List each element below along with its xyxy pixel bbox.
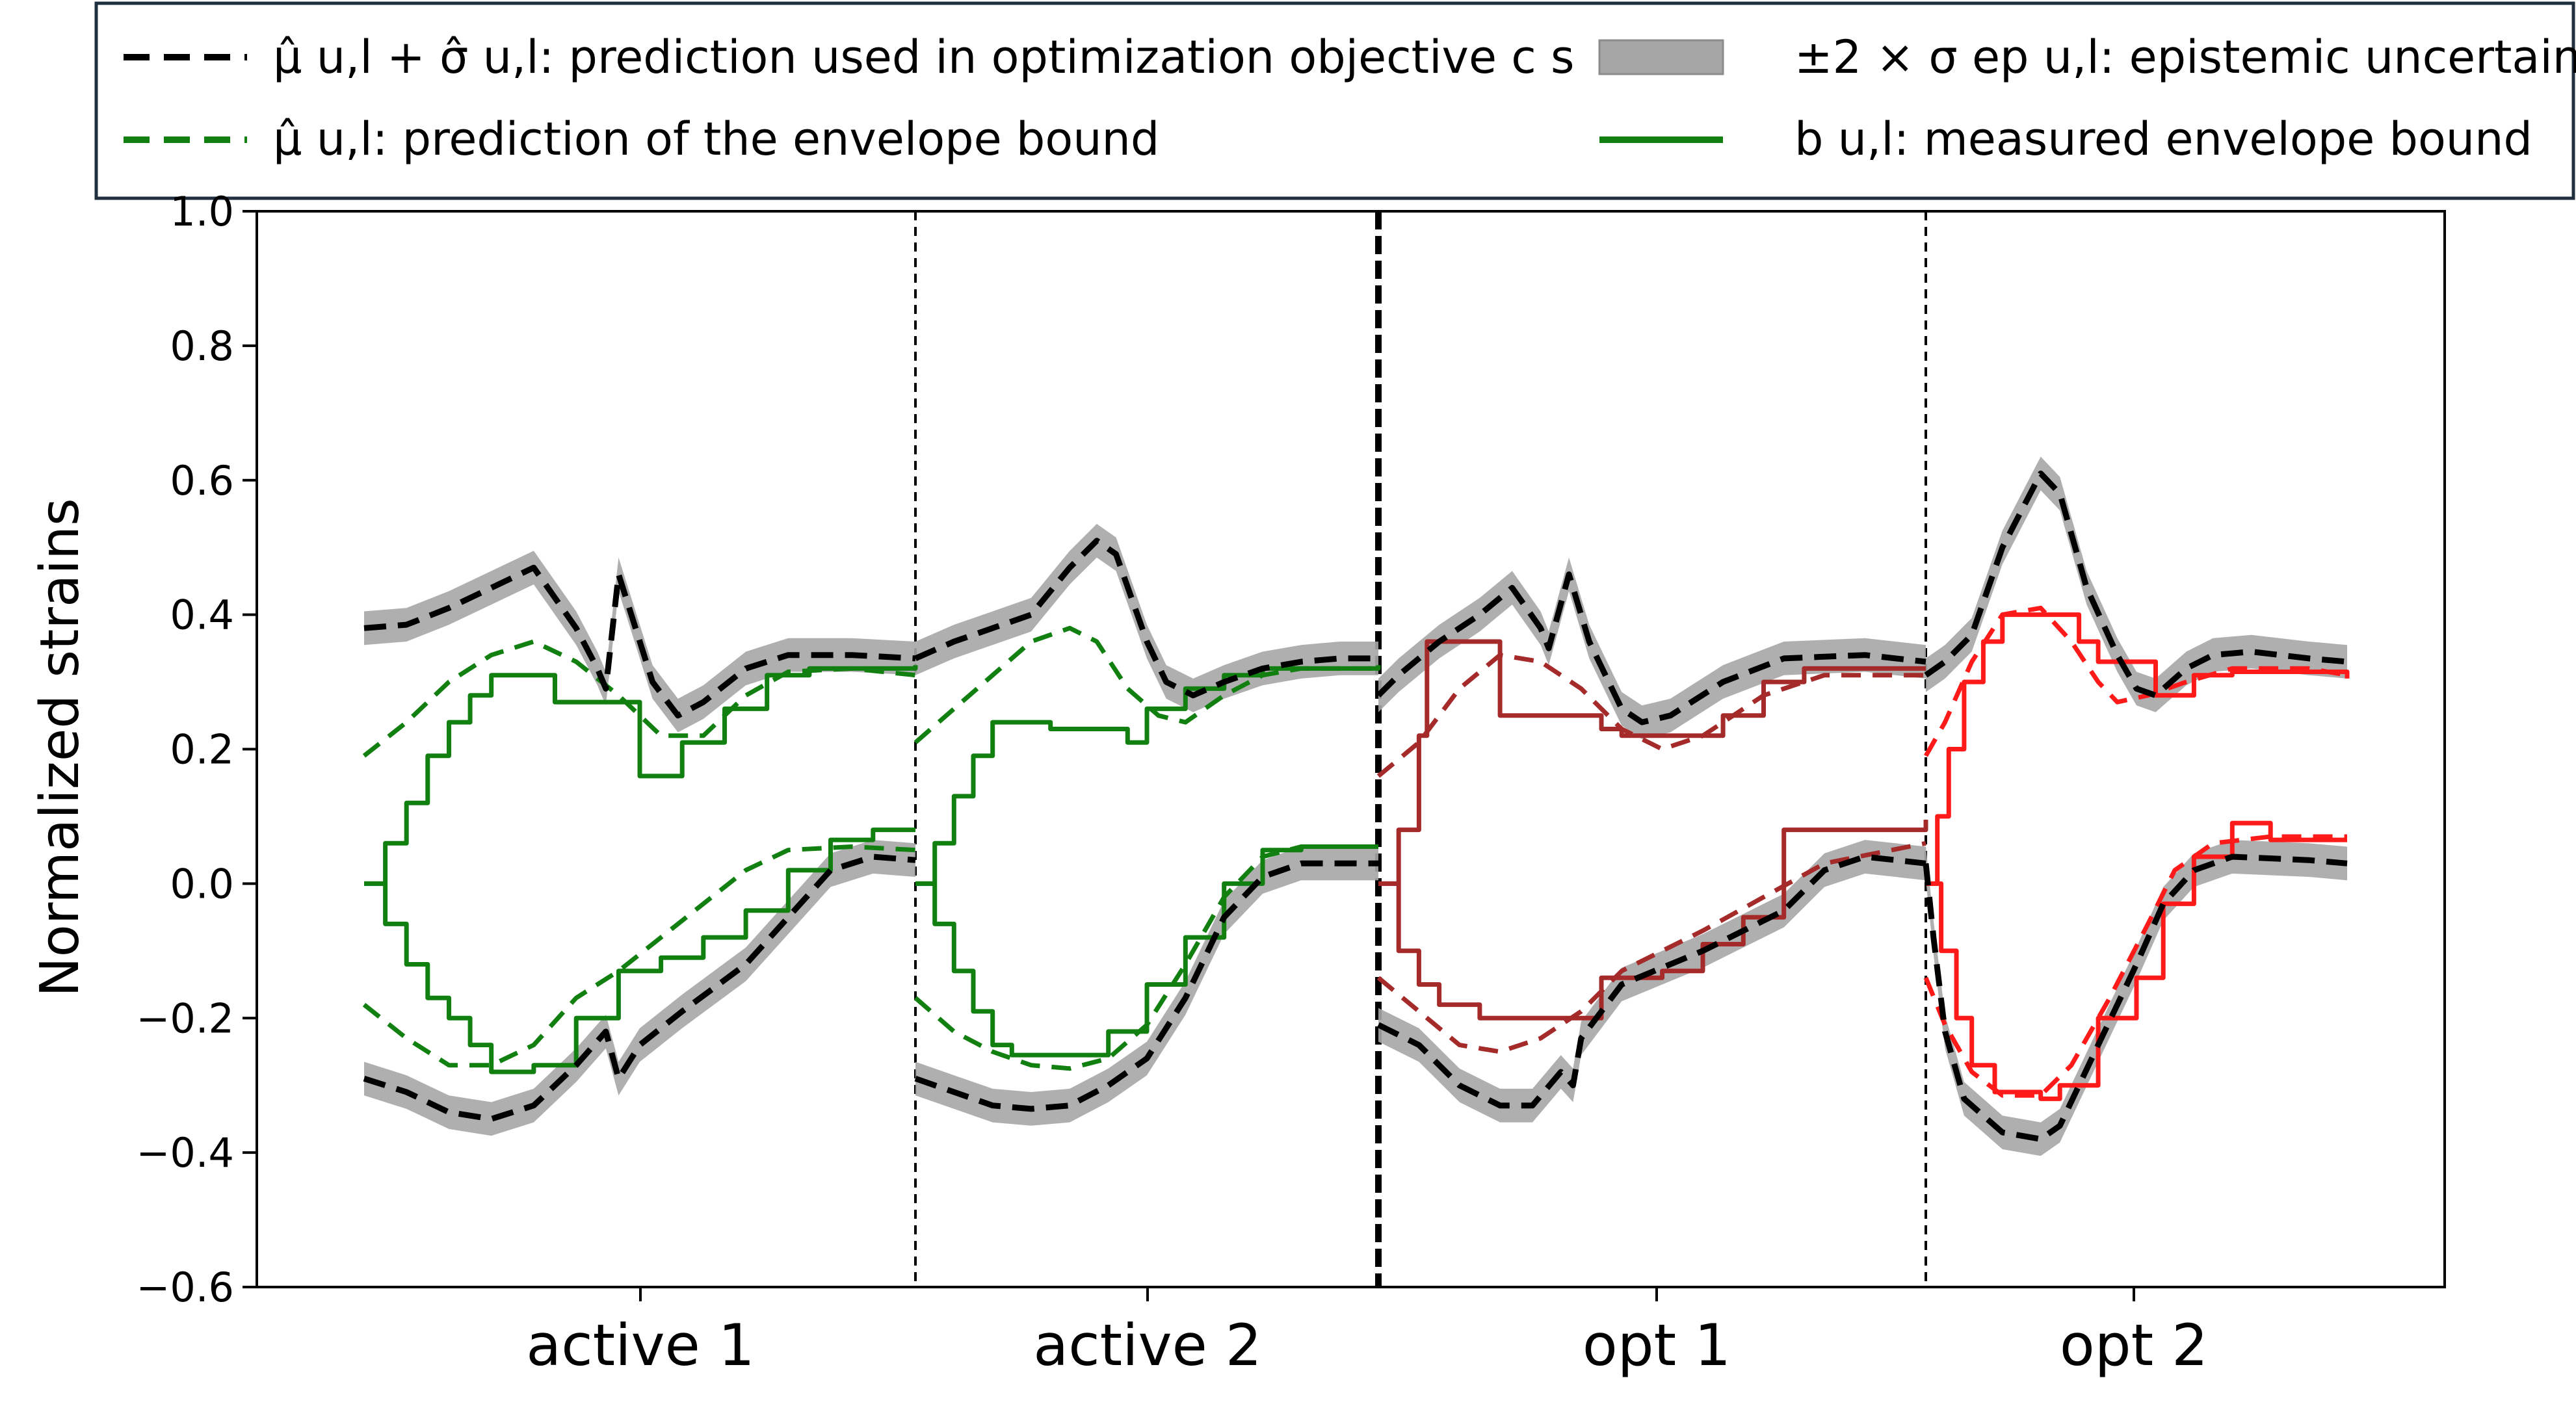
objective-prediction-line [914,860,1378,1112]
objective-prediction-line [914,538,1378,699]
uncertainty-band [1378,840,1926,1123]
predicted-envelope-line [1923,605,2348,757]
y-tick-label: 1.0 [170,188,234,235]
measured-envelope-line [915,665,1381,886]
y-tick-label: 0.0 [170,860,234,907]
y-tick-label: −0.4 [136,1129,234,1177]
legend-label-4: b u,l: measured envelope bound [1794,112,2532,166]
uncertainty-band [1926,456,2347,712]
uncertainty-band [364,840,915,1136]
objective-prediction-line [1376,571,1926,725]
objective-prediction-line [1924,470,2348,699]
y-axis-label: Normalized strains [29,498,91,996]
y-tick-label: 0.8 [170,322,234,370]
uncertainty-band [1926,840,2347,1156]
predicted-envelope-line [1376,653,1926,778]
predicted-envelope-line [362,844,916,1068]
legend-label-2: μ̂ u,l: prediction of the envelope bound [273,112,1159,166]
predicted-envelope-line [1376,840,1926,1054]
legend-label-3: ±2 × σ ep u,l: epistemic uncertainty [1794,31,2576,84]
measured-envelope-line [364,665,918,886]
predicted-envelope-line [913,625,1378,744]
x-axis: active 1 active 2 opt 1 opt 2 [526,1287,2208,1379]
series-lines [362,470,2350,1142]
uncertainty-band [915,524,1378,712]
objective-prediction-line [1923,853,2348,1142]
legend-swatch-band [1598,39,1724,75]
y-tick-label: 0.6 [170,457,234,504]
y-tick-label: −0.6 [136,1264,234,1311]
plot-frame [256,210,2446,1288]
x-category-label: opt 1 [1583,1312,1731,1379]
measured-envelope-line [915,844,1378,1058]
x-category-label: active 2 [1033,1312,1261,1379]
segment-dividers [914,211,1927,1287]
y-tick-label: 0.4 [170,592,234,639]
uncertainty-bands [364,456,2347,1156]
predicted-envelope-line [1923,834,2347,1098]
legend-label-1: μ̂ u,l + σ̂ u,l: prediction used in opti… [273,31,1575,84]
x-category-label: opt 2 [2060,1312,2208,1379]
uncertainty-band [1378,557,1926,739]
y-tick-label: −0.2 [136,995,234,1042]
y-axis: 1.0 0.8 0.6 0.4 0.2 0.0 −0.2 −0.4 −0.6 [136,188,257,1311]
legend-frame [94,1,2575,200]
x-category-label: active 1 [526,1312,754,1379]
y-tick-label: 0.2 [170,726,234,774]
objective-prediction-line [363,853,916,1122]
measured-envelope-line [364,827,915,1074]
measured-envelope-line [1926,612,2350,886]
objective-prediction-line [363,564,916,719]
objective-prediction-line [1376,853,1926,1109]
legend: μ̂ u,l + σ̂ u,l: prediction used in opti… [94,1,2576,200]
predicted-envelope-line [913,844,1378,1071]
predicted-envelope-line [362,639,916,758]
measured-envelope-line [1378,639,1926,886]
measured-envelope-line [1378,820,1928,1021]
